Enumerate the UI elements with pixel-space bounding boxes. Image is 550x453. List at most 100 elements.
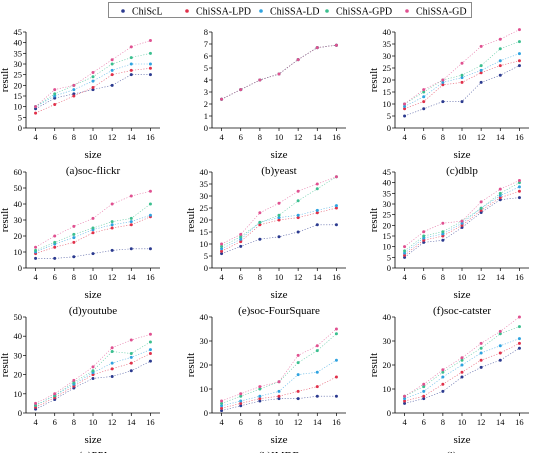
data-point: [91, 85, 95, 89]
data-point: [315, 208, 319, 212]
y-tick-label: 5: [387, 111, 391, 121]
x-tick-label: 16: [515, 132, 524, 142]
x-tick-label: 10: [275, 272, 284, 282]
y-tick-label: 5: [18, 112, 22, 122]
panel-7: 0 10 20 30 40 4 6 8 10 12 14 16 size result (h)IMDB: [185, 312, 346, 453]
data-point: [277, 213, 281, 217]
data-point: [422, 394, 426, 398]
x-tick-label: 8: [441, 132, 445, 142]
data-point: [422, 389, 426, 393]
panel-3: 0 10 20 30 40 50 60 4 6 8 10 12 14 16 size result (d)you…: [0, 167, 160, 317]
data-point: [296, 230, 300, 234]
data-point: [517, 196, 521, 200]
x-tick-label: 14: [496, 132, 505, 142]
series-ChiScL: [220, 394, 338, 413]
data-point: [479, 211, 483, 215]
data-point: [148, 202, 152, 206]
y-tick-label: 25: [200, 203, 209, 213]
data-point: [422, 385, 426, 389]
series-ChiSSA-LPD: [403, 341, 521, 403]
data-point: [315, 370, 319, 374]
data-point: [315, 349, 319, 353]
x-tick-label: 10: [89, 417, 98, 427]
data-point: [315, 46, 319, 50]
data-point: [110, 375, 114, 379]
x-axis-label: size: [84, 289, 101, 301]
y-tick-label: 15: [14, 91, 23, 101]
y-tick-label: 2: [204, 99, 208, 109]
data-point: [72, 83, 76, 87]
data-point: [517, 40, 521, 44]
data-point: [110, 367, 114, 371]
series-ChiSSA-LPD: [220, 206, 338, 253]
series-ChiSSA-LD: [34, 62, 152, 109]
data-point: [422, 236, 426, 240]
series-ChiSSA-GD: [34, 189, 152, 249]
series-ChiSSA-GD: [403, 28, 521, 106]
series-ChiScL: [403, 64, 521, 118]
data-point: [479, 68, 483, 72]
y-tick-label: 40: [200, 167, 209, 177]
data-point: [148, 348, 152, 352]
panel-title: (b)yeast: [261, 165, 296, 177]
data-point: [110, 58, 114, 62]
x-tick-label: 10: [458, 417, 467, 427]
x-tick-label: 10: [275, 417, 284, 427]
x-tick-label: 12: [294, 132, 303, 142]
x-tick-label: 14: [313, 417, 322, 427]
y-tick-label: 8: [204, 27, 208, 37]
data-point: [277, 397, 281, 401]
series-ChiSSA-GPD: [403, 181, 521, 253]
data-point: [72, 88, 76, 92]
series-ChiScL: [34, 73, 152, 111]
data-point: [479, 206, 483, 210]
data-point: [498, 47, 502, 51]
series-line: [35, 216, 151, 254]
data-point: [460, 76, 464, 80]
data-point: [422, 90, 426, 94]
y-tick-label: 30: [14, 350, 23, 360]
data-point: [34, 105, 38, 109]
data-point: [296, 353, 300, 357]
data-point: [34, 245, 38, 249]
y-tick-label: 30: [200, 336, 209, 346]
data-point: [148, 359, 152, 363]
series-ChiSSA-LPD: [34, 215, 152, 256]
y-axis-label: result: [0, 353, 11, 377]
series-ChiSSA-LD: [403, 52, 521, 108]
data-point: [296, 361, 300, 365]
y-tick-label: 30: [14, 59, 23, 69]
data-point: [239, 232, 243, 236]
data-point: [498, 196, 502, 200]
series-ChiScL: [34, 247, 152, 260]
series-ChiSSA-GD: [220, 43, 338, 101]
y-tick-label: 40: [383, 312, 392, 322]
panel-title: (i)yago: [446, 450, 478, 453]
x-tick-label: 8: [441, 417, 445, 427]
y-tick-label: 40: [14, 199, 23, 209]
data-point: [479, 200, 483, 204]
data-point: [441, 382, 445, 386]
data-point: [91, 376, 95, 380]
x-tick-label: 4: [219, 132, 224, 142]
x-tick-label: 16: [515, 417, 524, 427]
data-point: [498, 329, 502, 333]
data-point: [34, 111, 38, 115]
y-tick-label: 10: [14, 102, 23, 112]
x-tick-label: 6: [239, 417, 243, 427]
legend-label: ChiSSA-LPD: [196, 7, 251, 18]
data-point: [422, 240, 426, 244]
data-point: [296, 189, 300, 193]
y-tick-label: 10: [383, 384, 392, 394]
x-tick-label: 12: [477, 417, 486, 427]
x-tick-label: 6: [422, 132, 426, 142]
data-point: [110, 202, 114, 206]
x-tick-label: 14: [313, 272, 322, 282]
data-point: [422, 382, 426, 386]
y-tick-label: 0: [204, 263, 208, 273]
series-line: [221, 44, 337, 100]
x-tick-label: 12: [108, 132, 117, 142]
data-point: [334, 204, 338, 208]
y-tick-label: 10: [383, 99, 392, 109]
